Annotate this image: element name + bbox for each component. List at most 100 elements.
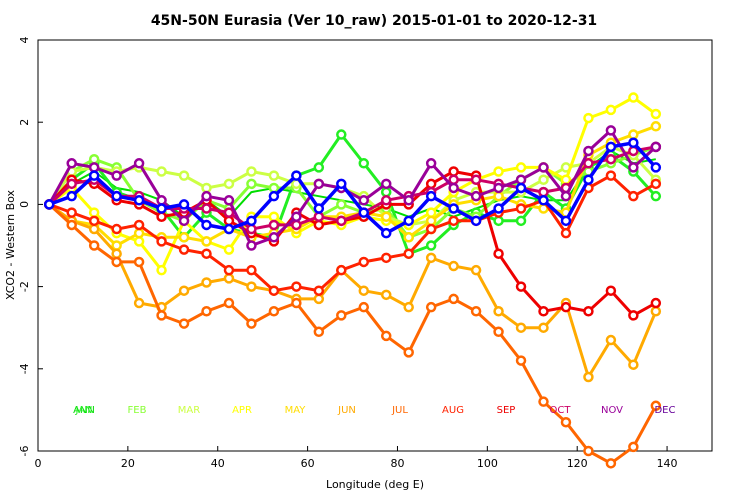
data-point (448, 182, 459, 194)
data-point (201, 248, 212, 259)
data-point (425, 252, 437, 264)
data-point (448, 215, 459, 227)
data-point (156, 195, 167, 206)
data-point (246, 264, 257, 276)
data-point (650, 141, 662, 153)
data-point (66, 158, 77, 169)
data-point (493, 248, 504, 259)
legend-label-mar: MAR (178, 405, 200, 416)
data-point (515, 182, 527, 194)
data-point (246, 281, 257, 292)
data-point (650, 297, 662, 309)
data-point (583, 158, 594, 169)
data-point (628, 310, 639, 321)
series-line (48, 96, 657, 272)
y-tick-label: -4 (18, 363, 31, 374)
data-point (223, 215, 235, 227)
data-point (583, 145, 594, 157)
legend-label-nov: NOV (601, 405, 623, 416)
data-point (358, 256, 370, 268)
legend-label-jun: JUN (337, 405, 356, 416)
data-point (268, 170, 280, 181)
data-point (268, 306, 280, 317)
data-point (560, 190, 572, 202)
data-point (66, 178, 77, 190)
data-point (560, 215, 572, 227)
data-point (538, 162, 549, 173)
data-point (201, 203, 212, 214)
data-point (88, 153, 100, 165)
data-point (425, 301, 437, 313)
data-point (358, 195, 370, 206)
data-point (380, 195, 392, 206)
data-point (88, 162, 100, 173)
data-point (133, 227, 145, 239)
data-point (133, 158, 145, 169)
data-point (313, 285, 325, 296)
data-point (380, 289, 392, 301)
data-point (448, 166, 459, 177)
data-point (156, 211, 167, 222)
data-point (425, 215, 437, 227)
legend-label-apr: APR (232, 405, 252, 416)
data-point (246, 240, 257, 251)
data-point (650, 162, 662, 173)
data-point (380, 227, 392, 239)
data-point (88, 240, 100, 251)
y-tick-label: -6 (18, 446, 31, 457)
data-point (133, 297, 145, 309)
y-tick-label: 0 (18, 201, 31, 208)
data-point (515, 281, 527, 292)
data-point (268, 219, 280, 231)
data-point (133, 219, 145, 231)
data-point (605, 285, 617, 296)
data-point (223, 178, 235, 190)
data-point (628, 359, 639, 370)
data-point (66, 219, 77, 231)
data-point (448, 203, 459, 214)
data-point (628, 441, 639, 453)
data-point (628, 92, 639, 103)
data-point (111, 240, 122, 251)
data-point (223, 223, 235, 235)
data-point (538, 186, 549, 198)
y-axis-label: XCO2 - Western Box (4, 189, 17, 300)
data-point (605, 141, 617, 153)
data-point (111, 190, 122, 202)
series-line (48, 203, 658, 465)
data-point (493, 306, 504, 317)
data-point (605, 153, 617, 165)
series-line (48, 145, 657, 231)
series-line (48, 174, 657, 293)
data-point (380, 178, 392, 190)
data-point (515, 355, 527, 366)
data-point (178, 285, 190, 296)
data-point (650, 400, 662, 412)
series-line (48, 203, 658, 379)
series-line (48, 141, 658, 235)
data-point (538, 174, 549, 185)
data-point (650, 121, 662, 132)
data-point (425, 223, 437, 235)
data-point (628, 190, 639, 202)
data-point (178, 232, 190, 243)
data-point (358, 158, 370, 169)
data-point (268, 190, 280, 202)
series-layer (43, 92, 662, 469)
y-axis: -6 -4 -2 0 2 4 (18, 37, 43, 457)
data-point (268, 285, 280, 296)
data-point (201, 219, 212, 231)
data-point (628, 137, 639, 148)
data-point (223, 297, 235, 309)
data-point (291, 281, 302, 292)
data-point (650, 108, 662, 120)
data-point (538, 195, 549, 206)
legend-label-aug: AUG (442, 405, 464, 416)
data-point (493, 190, 504, 202)
data-point (493, 326, 504, 338)
legend-label-ann: ANN (73, 405, 95, 416)
data-point (493, 215, 504, 227)
data-point (336, 310, 347, 321)
